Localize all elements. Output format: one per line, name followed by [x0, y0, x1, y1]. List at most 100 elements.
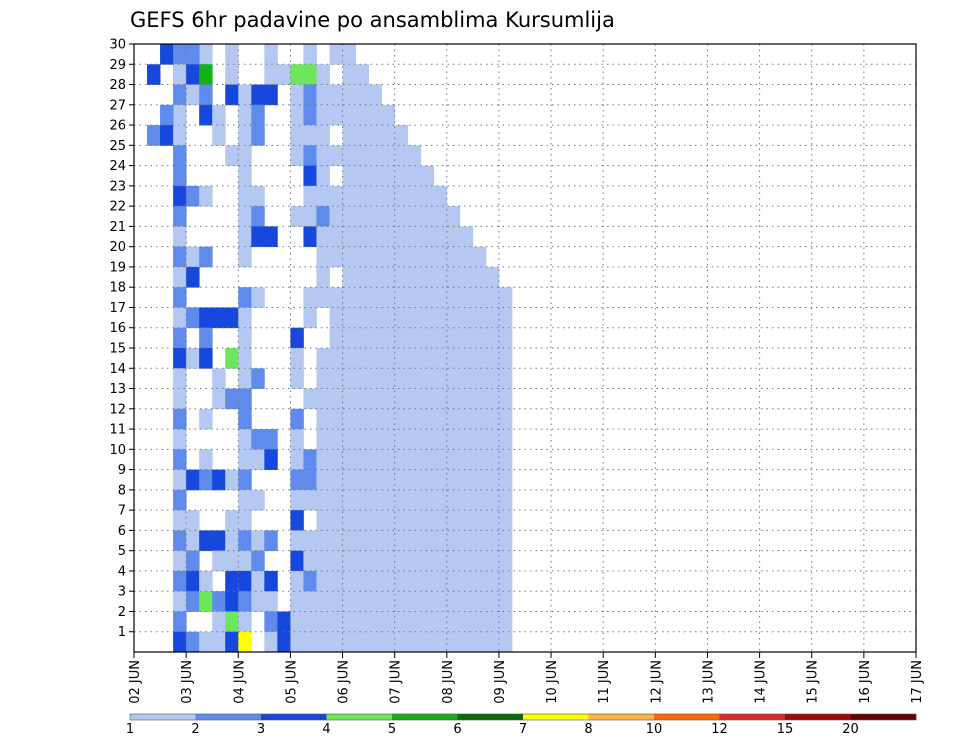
- y-tick-label: 1: [118, 625, 126, 640]
- heatmap-cell: [472, 631, 487, 653]
- heatmap-cell: [433, 408, 448, 430]
- heatmap-cell: [290, 206, 304, 227]
- heatmap-cell: [251, 489, 265, 511]
- colorbar-swatch: [326, 714, 393, 720]
- heatmap-cell: [303, 104, 317, 126]
- heatmap-cell: [355, 125, 369, 146]
- heatmap-cell: [472, 550, 487, 572]
- heatmap-cell: [173, 631, 187, 653]
- heatmap-cell: [199, 449, 213, 470]
- heatmap-cell: [225, 611, 239, 633]
- heatmap-cell: [368, 591, 383, 612]
- heatmap-cell: [485, 307, 500, 329]
- heatmap-cell: [420, 307, 435, 329]
- y-tick-label: 21: [109, 220, 126, 235]
- heatmap-cell: [433, 206, 448, 227]
- heatmap-cell: [459, 368, 474, 389]
- heatmap-cell: [394, 611, 409, 633]
- heatmap-cell: [368, 287, 383, 308]
- heatmap-cell: [498, 368, 513, 389]
- y-tick-label: 28: [109, 78, 126, 93]
- y-tick-label: 27: [109, 98, 126, 113]
- y-tick-label: 15: [109, 342, 126, 357]
- heatmap-cell: [394, 368, 409, 389]
- heatmap-cell: [472, 287, 487, 308]
- heatmap-cell: [420, 388, 435, 410]
- heatmap-cell: [173, 165, 187, 187]
- heatmap-cell: [264, 591, 278, 612]
- heatmap-cell: [355, 84, 369, 106]
- heatmap-cell: [290, 125, 304, 146]
- heatmap-cell: [381, 307, 396, 329]
- heatmap-cell: [173, 84, 187, 106]
- heatmap-cell: [173, 368, 187, 389]
- colorbar-label: 3: [257, 722, 265, 737]
- heatmap-cell: [485, 469, 500, 491]
- heatmap-cell: [368, 489, 383, 511]
- heatmap-cell: [160, 44, 174, 65]
- heatmap-cell: [212, 591, 226, 612]
- heatmap-cell: [186, 44, 200, 65]
- heatmap-cell: [264, 530, 278, 552]
- heatmap-cell: [238, 408, 252, 430]
- heatmap-cell: [225, 388, 239, 410]
- heatmap-cell: [290, 449, 304, 470]
- heatmap-cell: [264, 449, 278, 470]
- heatmap-cell: [199, 570, 213, 592]
- heatmap-cell: [251, 226, 265, 248]
- heatmap-cell: [433, 246, 448, 268]
- heatmap-cell: [329, 307, 343, 329]
- heatmap-cell: [212, 611, 226, 633]
- heatmap-cell: [316, 266, 330, 288]
- heatmap-cell: [290, 368, 304, 389]
- heatmap-cell: [238, 469, 252, 491]
- heatmap-cell: [225, 631, 239, 653]
- heatmap-cell: [394, 631, 409, 653]
- colorbar-swatch: [588, 714, 655, 720]
- heatmap-cell: [342, 287, 356, 308]
- heatmap-cell: [446, 206, 461, 227]
- heatmap-cell: [290, 591, 304, 612]
- heatmap-cell: [355, 307, 369, 329]
- colorbar-label: 6: [453, 722, 461, 737]
- heatmap-cell: [173, 348, 187, 369]
- heatmap-cell: [498, 489, 513, 511]
- heatmap-cell: [407, 591, 422, 612]
- heatmap-cell: [394, 429, 409, 450]
- heatmap-cell: [368, 185, 383, 207]
- heatmap-cell: [303, 226, 317, 248]
- heatmap-cell: [355, 631, 369, 653]
- heatmap-cell: [407, 388, 422, 410]
- heatmap-cell: [290, 510, 304, 531]
- heatmap-cell: [225, 550, 239, 572]
- heatmap-cell: [459, 226, 474, 248]
- heatmap-cell: [420, 631, 435, 653]
- y-tick-label: 18: [109, 281, 126, 296]
- heatmap-cell: [238, 104, 252, 126]
- heatmap-cell: [173, 246, 187, 268]
- heatmap-cell: [199, 84, 213, 106]
- heatmap-cell: [186, 631, 200, 653]
- heatmap-cell: [420, 246, 435, 268]
- heatmap-cell: [186, 246, 200, 268]
- heatmap-cell: [225, 469, 239, 491]
- heatmap-cell: [173, 469, 187, 491]
- heatmap-cell: [238, 287, 252, 308]
- heatmap-cell: [212, 307, 226, 329]
- heatmap-cell: [459, 489, 474, 511]
- heatmap-cell: [342, 84, 356, 106]
- heatmap-cell: [485, 510, 500, 531]
- heatmap-cell: [381, 125, 396, 146]
- heatmap-cell: [251, 206, 265, 227]
- heatmap-cell: [355, 469, 369, 491]
- colorbar-swatch: [654, 714, 720, 720]
- heatmap-cell: [342, 388, 356, 410]
- heatmap-cell: [355, 611, 369, 633]
- heatmap-cell: [368, 145, 383, 166]
- heatmap-cell: [186, 64, 200, 85]
- heatmap-cell: [316, 206, 330, 227]
- heatmap-cell: [446, 266, 461, 288]
- heatmap-cell: [199, 64, 213, 85]
- heatmap-cell: [277, 611, 291, 633]
- heatmap-cell: [173, 550, 187, 572]
